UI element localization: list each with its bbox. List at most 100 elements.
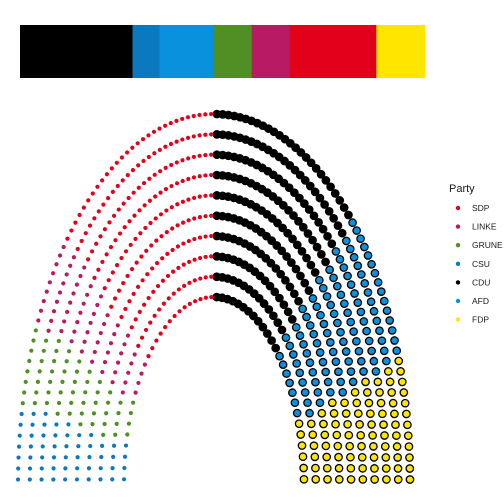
seat-csu (75, 455, 80, 460)
seat-sdp (140, 137, 146, 142)
seat-afd (360, 279, 370, 288)
seat-grune (49, 369, 55, 374)
seat-fdp (323, 475, 332, 484)
seat-sdp (101, 202, 106, 207)
seat-afd (356, 356, 366, 366)
seat-csu (31, 411, 36, 416)
seat-sdp (192, 236, 197, 242)
seat-afd (353, 298, 363, 307)
seat-sdp (168, 141, 174, 147)
seat-csu (99, 454, 104, 460)
seat-fdp (331, 419, 340, 429)
seat-cdu (277, 246, 287, 256)
seat-fdp (355, 420, 364, 429)
seat-sdp (138, 231, 143, 236)
seat-fdp (393, 453, 402, 462)
seat-fdp (334, 475, 344, 484)
seat-linke (129, 361, 134, 366)
seat-csu (15, 477, 21, 482)
seat-sdp (176, 287, 181, 292)
seat-fdp (364, 398, 374, 408)
seat-cdu (265, 281, 275, 291)
seat-sdp (198, 255, 203, 261)
seat-fdp (396, 367, 405, 376)
seat-cdu (297, 246, 307, 256)
seat-fdp (332, 430, 342, 440)
seat-sdp (136, 343, 141, 348)
seat-sdp (209, 233, 214, 239)
seat-afd (331, 247, 341, 256)
seat-afd (363, 251, 373, 260)
seat-sdp (153, 216, 158, 221)
seat-fdp (344, 430, 354, 440)
seat-grune (56, 338, 61, 344)
seat-sdp (198, 297, 203, 302)
seat-afd (316, 310, 325, 320)
seat-cdu (264, 305, 274, 314)
seat-cdu (294, 216, 303, 226)
seat-sdp (119, 155, 125, 160)
seat-cdu (276, 269, 286, 279)
seat-linke (139, 371, 144, 376)
seat-sdp (102, 286, 107, 291)
seat-grune (44, 338, 49, 343)
seat-fdp (387, 388, 397, 397)
seat-csu (53, 433, 58, 438)
seat-afd (344, 357, 354, 366)
seat-linke (50, 271, 56, 276)
seat-sdp (203, 112, 208, 117)
seat-fdp (385, 377, 395, 387)
seat-sdp (197, 215, 202, 220)
seat-sdp (85, 257, 91, 262)
seat-fdp (404, 442, 414, 451)
seat-cdu (291, 264, 301, 274)
seat-sdp (209, 152, 214, 157)
seat-sdp (191, 154, 196, 160)
seat-csu (86, 466, 92, 471)
seat-csu (75, 466, 80, 471)
seat-csu (64, 444, 69, 449)
seat-sdp (69, 228, 74, 233)
seat-fdp (380, 431, 389, 440)
seat-sdp (131, 190, 136, 195)
seat-sdp (203, 214, 208, 219)
seat-grune (83, 390, 88, 395)
seat-cdu (308, 235, 317, 245)
seat-sdp (209, 294, 214, 300)
seat-afd (369, 306, 379, 316)
seat-grune (97, 379, 102, 385)
seat-afd (305, 358, 315, 368)
seat-fdp (369, 453, 379, 462)
seat-linke (88, 320, 93, 326)
seat-cdu (333, 221, 343, 230)
seat-sdp (169, 183, 174, 189)
seat-csu (16, 444, 22, 449)
seat-grune (66, 349, 72, 354)
seat-afd (353, 261, 363, 271)
seat-csu (77, 433, 82, 438)
seat-linke (136, 380, 141, 386)
seat-linke (95, 302, 100, 308)
seat-grune (35, 379, 41, 384)
seat-linke (120, 390, 125, 395)
seat-grune (33, 328, 38, 333)
seat-sdp (155, 283, 161, 289)
seat-grune (130, 400, 136, 405)
seat-linke (92, 349, 97, 355)
seat-cdu (273, 318, 283, 327)
seat-afd (298, 378, 307, 387)
seat-sdp (197, 153, 202, 158)
seat-linke (102, 360, 108, 365)
seat-grune (74, 369, 80, 374)
seat-linke (82, 265, 87, 270)
seat-fdp (322, 463, 332, 473)
seat-cdu (286, 258, 296, 267)
seat-csu (54, 422, 59, 427)
seat-sdp (119, 255, 124, 261)
seat-cdu (291, 143, 301, 153)
seat-fdp (320, 430, 330, 440)
seat-sdp (171, 291, 176, 296)
seat-sdp (181, 262, 186, 267)
seat-afd (338, 387, 348, 397)
seat-fdp (405, 475, 415, 484)
